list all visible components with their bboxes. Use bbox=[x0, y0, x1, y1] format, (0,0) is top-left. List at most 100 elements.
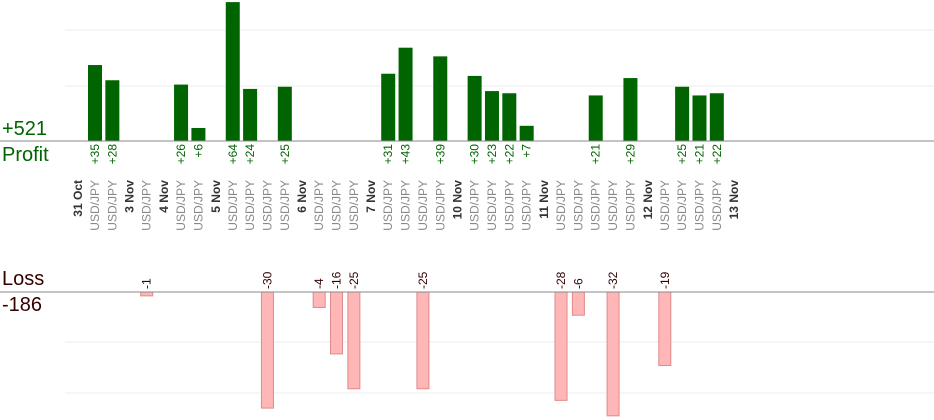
instrument-label: USD/JPY bbox=[226, 180, 240, 231]
profit-bar bbox=[191, 127, 206, 141]
instrument-label: USD/JPY bbox=[468, 180, 482, 231]
profit-value-label: +21 bbox=[589, 144, 603, 165]
loss-value-label: -32 bbox=[606, 271, 620, 289]
loss-bar bbox=[140, 291, 154, 297]
profit-bar bbox=[88, 65, 103, 141]
date-label: 4 Nov bbox=[157, 180, 171, 213]
instrument-label: USD/JPY bbox=[606, 180, 620, 231]
instrument-label: USD/JPY bbox=[416, 180, 430, 231]
profit-bar bbox=[709, 93, 724, 141]
profit-bar bbox=[692, 95, 707, 141]
loss-bar bbox=[658, 291, 672, 367]
loss-bar bbox=[347, 291, 361, 390]
profit-bar bbox=[675, 86, 690, 141]
profit-value-label: +25 bbox=[278, 144, 292, 165]
instrument-label: USD/JPY bbox=[675, 180, 689, 231]
profit-value-label: +24 bbox=[243, 144, 257, 165]
loss-bar bbox=[606, 291, 620, 417]
date-label: 3 Nov bbox=[123, 180, 137, 213]
instrument-label: USD/JPY bbox=[571, 180, 585, 231]
instrument-label: USD/JPY bbox=[589, 180, 603, 231]
profit-value-label: +23 bbox=[485, 144, 499, 165]
profit-bar bbox=[243, 88, 258, 141]
loss-bar bbox=[416, 291, 430, 390]
loss-bar bbox=[260, 291, 274, 409]
instrument-label: USD/JPY bbox=[347, 180, 361, 231]
loss-value-label: -28 bbox=[554, 271, 568, 289]
profit-bar bbox=[174, 84, 189, 141]
date-label: 12 Nov bbox=[641, 180, 655, 220]
instrument-label: USD/JPY bbox=[433, 180, 447, 231]
instrument-label: USD/JPY bbox=[330, 180, 344, 231]
instrument-label: USD/JPY bbox=[692, 180, 706, 231]
date-label: 13 Nov bbox=[727, 180, 741, 220]
loss-value-label: -4 bbox=[312, 278, 326, 289]
instrument-label: USD/JPY bbox=[554, 180, 568, 231]
profit-bar bbox=[381, 73, 396, 141]
instrument-label: USD/JPY bbox=[485, 180, 499, 231]
gridlines bbox=[65, 29, 934, 394]
trade-bars bbox=[88, 2, 724, 417]
profit-value-label: +7 bbox=[520, 144, 534, 158]
instrument-label: USD/JPY bbox=[278, 180, 292, 231]
profit-value-label: +64 bbox=[226, 144, 240, 165]
instrument-label: USD/JPY bbox=[381, 180, 395, 231]
loss-bar bbox=[312, 291, 326, 308]
profit-value-label: +43 bbox=[399, 144, 413, 165]
instrument-label: USD/JPY bbox=[520, 180, 534, 231]
loss-value-label: -6 bbox=[571, 278, 585, 289]
profit-label: Profit bbox=[2, 144, 49, 166]
profit-bar bbox=[467, 75, 482, 141]
date-label: 10 Nov bbox=[451, 180, 465, 220]
profit-value-label: +26 bbox=[174, 144, 188, 165]
profit-bar bbox=[225, 2, 240, 142]
loss-label: Loss bbox=[2, 268, 45, 290]
profit-bar bbox=[588, 95, 603, 141]
instrument-label: USD/JPY bbox=[243, 180, 257, 231]
profit-bar bbox=[623, 78, 638, 141]
loss-value-label: -19 bbox=[658, 271, 672, 289]
profit-total: +521 bbox=[2, 118, 48, 140]
profit-value-label: +39 bbox=[433, 144, 447, 165]
profit-bar bbox=[398, 47, 413, 141]
loss-bar bbox=[330, 291, 344, 355]
profit-value-label: +22 bbox=[710, 144, 724, 165]
profit-value-label: +30 bbox=[468, 144, 482, 165]
date-label: 31 Oct bbox=[71, 180, 85, 217]
profit-bar bbox=[433, 56, 448, 142]
profit-bar bbox=[519, 125, 534, 141]
loss-bar bbox=[571, 291, 585, 316]
loss-value-label: -25 bbox=[347, 271, 361, 289]
date-label: 7 Nov bbox=[364, 180, 378, 213]
profit-value-label: +35 bbox=[88, 144, 102, 165]
profit-value-label: +25 bbox=[675, 144, 689, 165]
date-label: 11 Nov bbox=[537, 180, 551, 219]
date-label: 6 Nov bbox=[295, 180, 309, 213]
profit-value-label: +22 bbox=[502, 144, 516, 165]
date-label: 5 Nov bbox=[209, 180, 223, 213]
instrument-label: USD/JPY bbox=[191, 180, 205, 231]
profit-value-label: +31 bbox=[381, 144, 395, 165]
instrument-label: USD/JPY bbox=[502, 180, 516, 231]
instrument-label: USD/JPY bbox=[260, 180, 274, 231]
instrument-label: USD/JPY bbox=[623, 180, 637, 231]
instrument-label: USD/JPY bbox=[140, 180, 154, 231]
loss-bar bbox=[554, 291, 568, 401]
instrument-label: USD/JPY bbox=[88, 180, 102, 231]
profit-value-label: +28 bbox=[105, 144, 119, 165]
instrument-label: USD/JPY bbox=[710, 180, 724, 231]
profit-bar bbox=[277, 86, 292, 141]
instrument-label: USD/JPY bbox=[105, 180, 119, 231]
baselines bbox=[0, 140, 934, 293]
loss-value-label: -30 bbox=[260, 271, 274, 289]
profit-value-label: +21 bbox=[692, 144, 706, 165]
profit-bar bbox=[502, 93, 517, 141]
instrument-label: USD/JPY bbox=[312, 180, 326, 231]
instrument-label: USD/JPY bbox=[174, 180, 188, 231]
profit-bar bbox=[484, 91, 499, 141]
loss-total: -186 bbox=[2, 294, 43, 316]
loss-value-label: -25 bbox=[416, 271, 430, 289]
profit-value-label: +6 bbox=[191, 144, 205, 158]
